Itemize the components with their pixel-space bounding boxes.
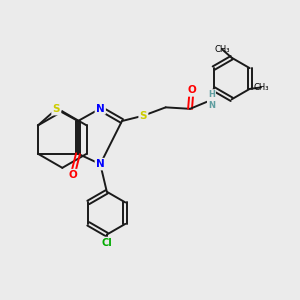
- Text: O: O: [187, 85, 196, 95]
- Text: Cl: Cl: [101, 238, 112, 248]
- Text: CH₃: CH₃: [253, 83, 269, 92]
- Text: N: N: [96, 103, 105, 113]
- Text: O: O: [68, 170, 77, 180]
- Text: H
N: H N: [208, 90, 215, 110]
- Text: N: N: [96, 159, 105, 169]
- Text: S: S: [140, 111, 147, 121]
- Text: S: S: [52, 104, 60, 114]
- Text: CH₃: CH₃: [214, 45, 230, 54]
